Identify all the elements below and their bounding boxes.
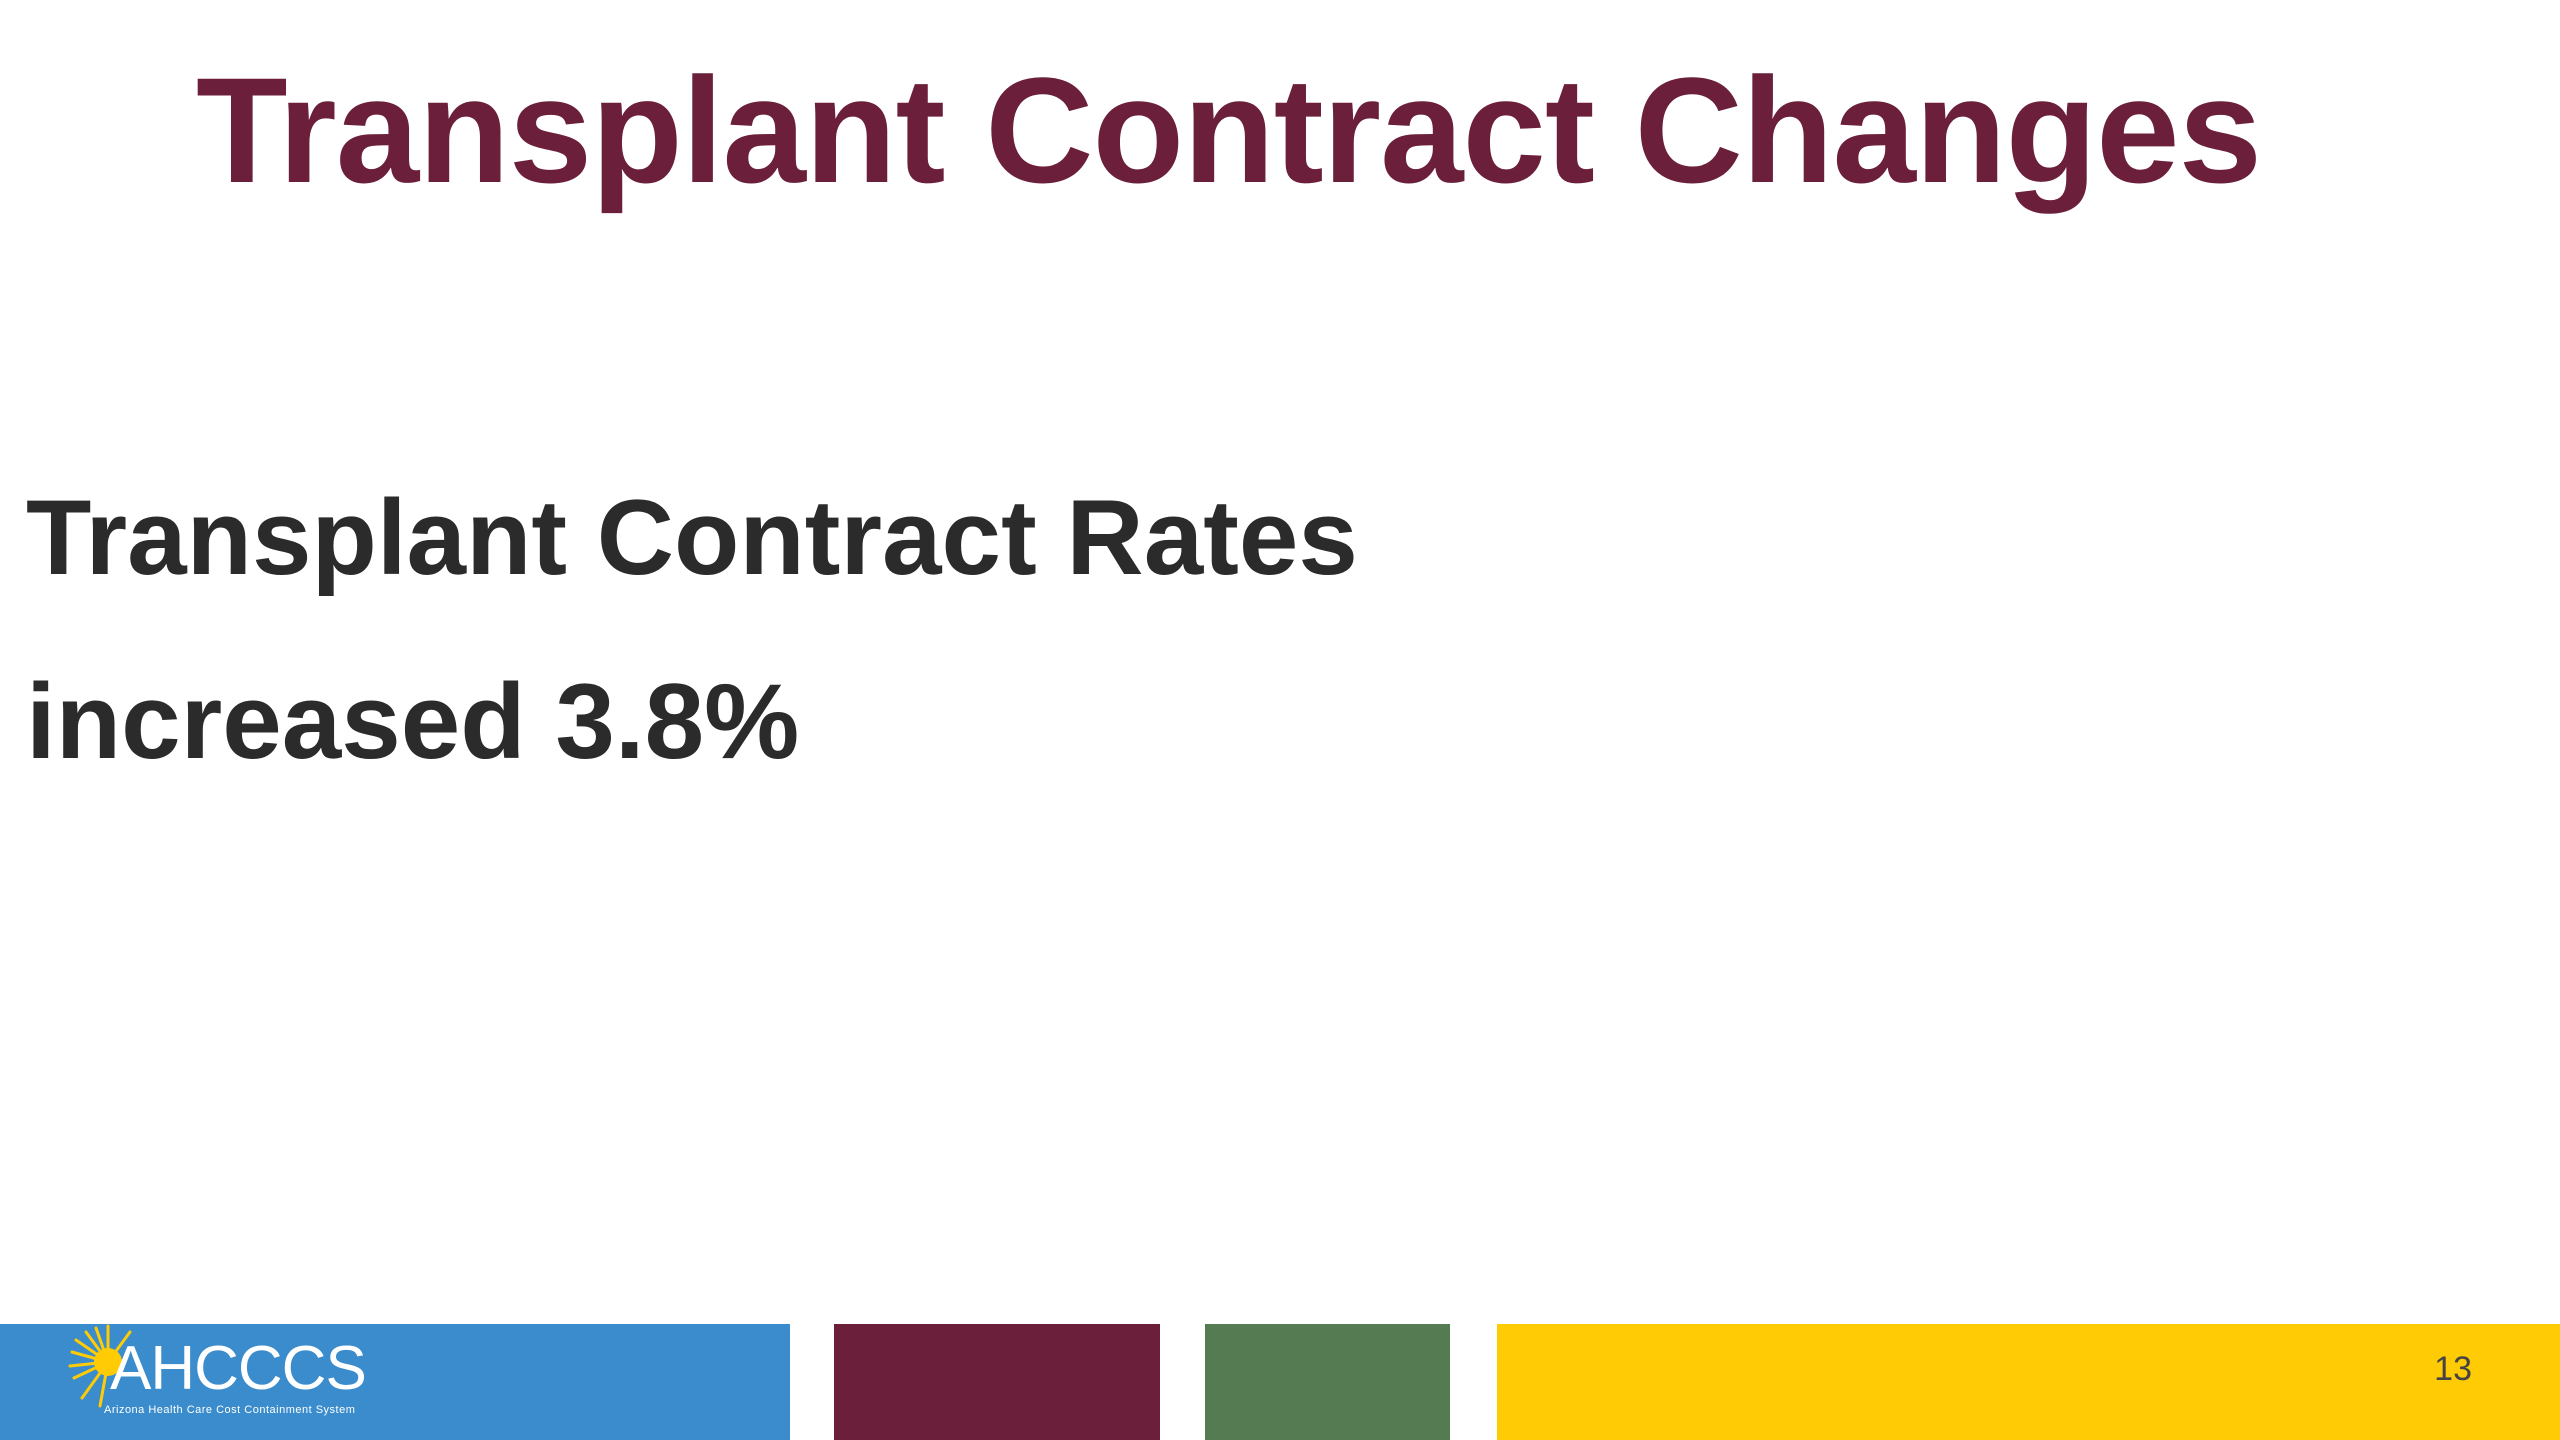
page-number: 13 bbox=[2434, 1350, 2472, 1388]
footer-green-block bbox=[1205, 1324, 1450, 1440]
footer-blue-block bbox=[0, 1324, 790, 1440]
footer-yellow-block bbox=[1497, 1324, 2560, 1440]
footer-maroon-block bbox=[834, 1324, 1160, 1440]
footer-color-bar bbox=[0, 1324, 2560, 1440]
slide-title: Transplant Contract Changes bbox=[196, 46, 2262, 214]
ahcccs-logo: AHCCCS Arizona Health Care Cost Containm… bbox=[68, 1322, 408, 1428]
logo-wordmark: AHCCCS bbox=[110, 1334, 367, 1403]
sun-icon bbox=[68, 1324, 132, 1408]
slide-body: Transplant Contract Rates increased 3.8% bbox=[26, 445, 1626, 813]
logo-tagline: Arizona Health Care Cost Containment Sys… bbox=[104, 1404, 356, 1416]
body-line-1: Transplant Contract Rates bbox=[26, 477, 1358, 597]
body-line-2: increased 3.8% bbox=[26, 661, 800, 781]
